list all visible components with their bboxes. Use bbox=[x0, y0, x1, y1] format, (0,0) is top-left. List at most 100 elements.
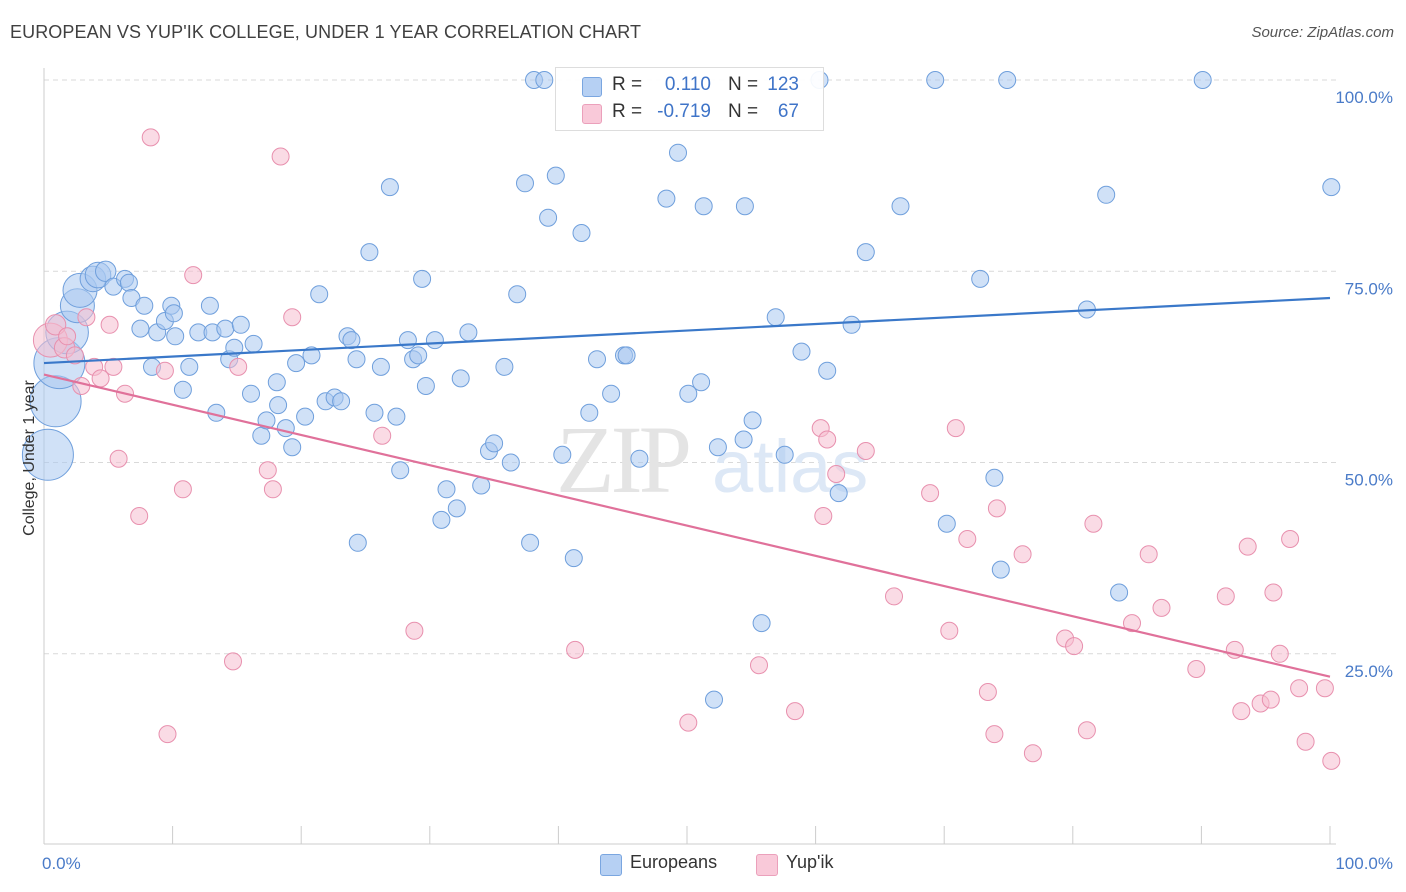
yupik-point bbox=[77, 308, 96, 327]
series-europeans-points bbox=[21, 71, 1341, 709]
europeans-point bbox=[743, 411, 762, 430]
europeans-point bbox=[617, 346, 636, 365]
europeans-point bbox=[521, 533, 540, 552]
europeans-point bbox=[752, 614, 771, 633]
europeans-point bbox=[546, 166, 565, 185]
yupik-point bbox=[109, 449, 128, 468]
europeans-point bbox=[630, 449, 649, 468]
yupik-point bbox=[1139, 545, 1158, 564]
yupik-point bbox=[814, 507, 833, 525]
yupik-point bbox=[679, 713, 698, 732]
yupik-point bbox=[818, 430, 837, 449]
legend-label-yupik: Yup'ik bbox=[786, 852, 834, 872]
legend-n-label: N = bbox=[728, 74, 759, 95]
yupik-point bbox=[58, 327, 77, 346]
yupik-point bbox=[1123, 614, 1141, 633]
europeans-point bbox=[231, 315, 250, 334]
europeans-swatch-icon bbox=[582, 77, 602, 97]
europeans-point bbox=[602, 384, 621, 403]
yupik-point bbox=[1084, 514, 1103, 533]
europeans-point bbox=[1322, 178, 1341, 197]
europeans-point bbox=[516, 174, 534, 193]
europeans-point bbox=[347, 350, 366, 369]
europeans-point bbox=[413, 269, 432, 288]
europeans-point bbox=[310, 285, 329, 304]
europeans-point bbox=[267, 373, 286, 392]
yupik-point bbox=[1290, 679, 1309, 698]
yupik-point bbox=[1187, 660, 1206, 678]
yupik-point bbox=[1065, 637, 1084, 656]
europeans-point bbox=[200, 296, 219, 315]
legend-r-label: R = bbox=[612, 74, 643, 95]
europeans-point bbox=[572, 224, 591, 242]
yupik-point bbox=[224, 652, 242, 671]
yupik-point bbox=[1270, 644, 1289, 663]
yupik-point bbox=[921, 484, 940, 503]
y-tick-label: 100.0% bbox=[1335, 88, 1393, 107]
europeans-point bbox=[588, 350, 606, 369]
europeans-point bbox=[1097, 185, 1116, 204]
yupik-point bbox=[750, 656, 768, 675]
yupik-point bbox=[72, 377, 91, 395]
yupik-point bbox=[141, 128, 160, 147]
legend-n-label: N = bbox=[728, 101, 759, 122]
europeans-point bbox=[447, 499, 466, 518]
yupik-point bbox=[885, 587, 903, 606]
europeans-point bbox=[985, 468, 1004, 487]
yupik-point bbox=[1023, 744, 1042, 763]
x-tick-label: 0.0% bbox=[42, 854, 81, 873]
europeans-point bbox=[669, 143, 687, 162]
yupik-point bbox=[1077, 721, 1096, 740]
europeans-point bbox=[535, 71, 554, 89]
europeans-point bbox=[580, 403, 599, 422]
y-tick-label: 75.0% bbox=[1345, 279, 1393, 298]
legend-r-value: 0.110 bbox=[664, 74, 711, 95]
europeans-point bbox=[1193, 71, 1212, 89]
europeans-point bbox=[495, 357, 514, 376]
europeans-point bbox=[391, 461, 410, 480]
europeans-point bbox=[332, 392, 351, 411]
europeans-point bbox=[734, 430, 753, 449]
europeans-point bbox=[437, 480, 456, 499]
yupik-point bbox=[1322, 751, 1341, 770]
labels-layer: College, Under 1 year bbox=[21, 380, 38, 536]
europeans-point bbox=[173, 380, 192, 399]
source-label: Source: ZipAtlas.com bbox=[1251, 24, 1394, 41]
europeans-point bbox=[166, 327, 185, 346]
europeans-point bbox=[485, 434, 504, 453]
europeans-point bbox=[679, 384, 698, 403]
europeans-point bbox=[708, 438, 727, 457]
watermark-zip: ZIP bbox=[556, 406, 689, 513]
yupik-point bbox=[985, 725, 1004, 744]
yupik-swatch-icon bbox=[582, 104, 602, 124]
series-yupik-points bbox=[32, 128, 1341, 770]
europeans-point bbox=[508, 285, 527, 304]
europeans-point bbox=[564, 549, 583, 568]
yupik-point bbox=[405, 621, 424, 640]
yupik-point bbox=[946, 419, 965, 438]
europeans-point bbox=[342, 331, 361, 350]
europeans-point bbox=[257, 411, 276, 430]
europeans-point bbox=[21, 428, 74, 481]
yupik-point bbox=[271, 147, 290, 166]
yupik-point bbox=[283, 308, 302, 327]
europeans-point bbox=[371, 357, 390, 376]
europeans-point bbox=[283, 438, 302, 457]
yupik-point bbox=[44, 314, 67, 336]
y-axis-label: College, Under 1 year bbox=[21, 380, 38, 536]
yupik-point bbox=[566, 640, 585, 659]
europeans-point bbox=[425, 331, 444, 350]
europeans-point bbox=[459, 323, 478, 342]
yupik-point bbox=[373, 426, 392, 445]
europeans-point bbox=[131, 319, 150, 338]
yupik-point bbox=[65, 346, 84, 365]
europeans-point bbox=[971, 269, 990, 288]
europeans-point bbox=[842, 315, 861, 334]
europeans-point bbox=[180, 357, 199, 376]
yupik-point bbox=[130, 507, 149, 525]
y-tick-label: 50.0% bbox=[1345, 471, 1393, 490]
yupik-point bbox=[158, 725, 177, 744]
europeans-point bbox=[539, 208, 558, 227]
yupik-point bbox=[263, 480, 282, 499]
series-legend: Europeans Yup'ik bbox=[0, 852, 1406, 876]
